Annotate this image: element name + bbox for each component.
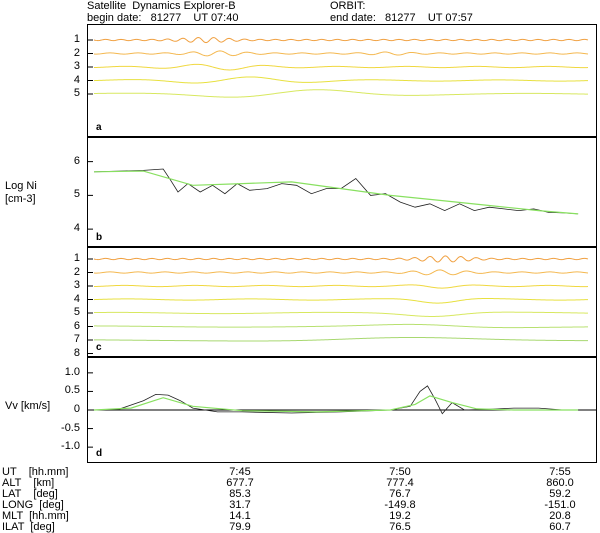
wave-component-2 [93,269,589,276]
wave-component-1 [93,37,589,44]
ytick-label: 4 [73,73,80,86]
param-value: 76.7 [389,488,411,500]
wave-component-4 [93,76,589,84]
ytick-label: 5 [73,188,80,201]
panel-b: b [87,137,597,247]
wave-component-5 [93,311,589,317]
ytick-label: 4 [73,222,80,235]
param-label: LAT [deg] [2,488,58,500]
ytick-label: 0 [73,403,80,415]
param-value: 60.7 [549,521,571,533]
param-value: 860.0 [546,477,574,489]
ytick-label: 2 [73,265,80,278]
ytick-label: 5 [73,306,80,318]
wave-component-5 [93,89,589,98]
param-value: 19.2 [389,510,411,522]
ytick-label: 1 [73,33,80,45]
end-date: end date: 81277 UT 07:57 [330,12,473,24]
param-value: 76.5 [389,521,411,533]
panel-c-plot: c [88,255,589,354]
param-value: 14.1 [229,510,251,522]
ytick-label: 6 [73,319,80,332]
wave-component-7 [93,336,588,342]
param-value: 85.3 [229,488,251,500]
ytick-label: 3 [73,60,80,72]
wave-component-2 [93,50,589,57]
ytick-label: 6 [73,154,80,167]
wave-component-3 [93,284,589,289]
param-value: -149.8 [384,499,416,511]
ytick-label: 7 [73,333,80,345]
param-value: 31.7 [229,499,251,511]
ytick-label: -0.5 [61,421,80,434]
ytick-label: 5 [73,87,80,99]
param-label: ILAT [deg] [2,521,55,533]
ytick-label: 0.5 [64,384,80,397]
param-value: 7:45 [229,466,251,478]
satellite-title: Satellite Dynamics Explorer-B [87,0,236,12]
param-label: UT [hh.mm] [2,466,69,478]
param-label: ALT [km] [2,477,55,489]
series-fit [93,395,579,413]
panel-c: c [87,247,597,357]
wave-component-6 [93,323,589,329]
ytick-label: 1 [73,252,80,264]
series-fit [93,170,579,215]
panel-d-plot: d [88,372,596,459]
ytick-label: 2 [73,46,80,59]
param-value: -151.0 [544,499,576,511]
param-value: 777.4 [386,477,414,489]
panel-letter: b [96,232,102,243]
param-label: MLT [hh.mm] [2,510,69,522]
wave-component-3 [93,63,589,71]
orbit-label: ORBIT: [330,0,366,12]
series-measured [93,168,579,215]
ytick-label: 8 [73,346,80,359]
wave-component-1 [93,255,589,263]
param-value: 677.7 [226,477,254,489]
panel-b-ylabel: Log Ni [cm-3] [5,180,37,206]
panel-letter: c [96,342,102,353]
param-value: 20.8 [549,510,571,522]
panel-a: a [87,24,597,137]
panel-letter: d [96,448,102,459]
param-value: 7:50 [389,466,411,478]
panel-d: d [87,357,597,463]
param-value: 79.9 [229,521,251,533]
param-value: 7:55 [549,466,571,478]
ylabel-line1: Log Ni [5,180,37,192]
panel-a-plot: a [88,37,589,133]
ytick-label: -1.0 [61,440,80,453]
ytick-label: 3 [73,279,80,291]
wave-component-4 [93,298,589,304]
panel-letter: a [96,122,102,133]
panel-d-ylabel: Vv [km/s] [5,400,51,412]
ytick-label: 4 [73,292,80,305]
panel-b-plot: b [88,161,579,243]
param-label: LONG [deg] [2,499,64,511]
param-value: 59.2 [549,488,571,500]
ylabel-line2: [cm-3] [5,193,36,205]
ytick-label: 1.0 [64,365,80,378]
begin-date: begin date: 81277 UT 07:40 [87,12,239,24]
